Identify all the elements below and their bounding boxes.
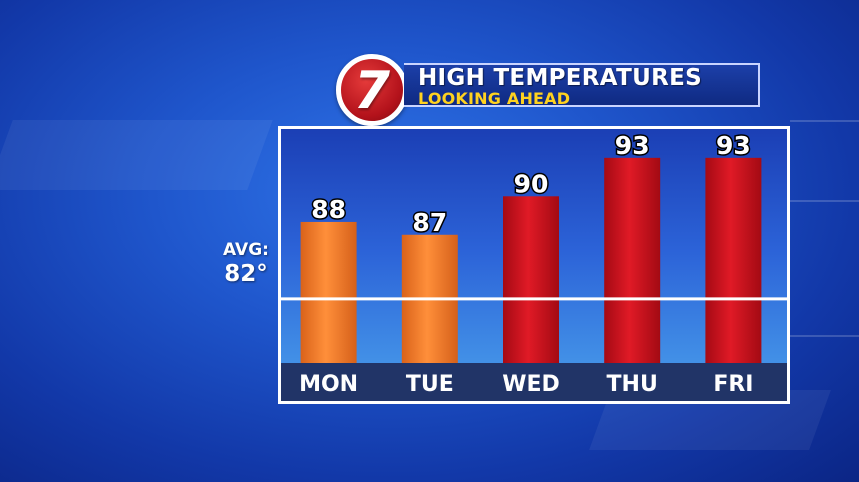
average-label-text: AVG: [223, 240, 269, 260]
day-label-strip [281, 363, 787, 401]
category-label-tue: TUE [406, 372, 454, 397]
value-label-thu: 93 [615, 131, 650, 160]
average-value: 82° [224, 261, 268, 287]
background-streak [0, 120, 273, 190]
bar-fri [705, 157, 762, 363]
value-label-fri: 93 [716, 131, 751, 160]
category-label-wed: WED [502, 372, 560, 397]
chart-title: HIGH TEMPERATURES [418, 65, 702, 91]
chart-frame: 88 MON 87 TUE 90 WED 93 THU 93 FRI [278, 126, 790, 404]
background-line [790, 335, 859, 337]
value-label-wed: 90 [514, 169, 549, 198]
logo-number: 7 [353, 61, 391, 121]
value-label-mon: 88 [311, 195, 346, 224]
value-label-tue: 87 [412, 208, 447, 237]
bar-chart: 88 MON 87 TUE 90 WED 93 THU 93 FRI [281, 129, 787, 397]
title-bar: HIGH TEMPERATURES LOOKING AHEAD [404, 63, 760, 108]
background-line [790, 120, 859, 122]
category-label-fri: FRI [713, 372, 753, 397]
average-label: AVG: 82° [214, 238, 278, 286]
background-line [790, 200, 859, 202]
category-label-thu: THU [607, 372, 658, 397]
bar-wed [503, 196, 559, 363]
category-label-mon: MON [299, 372, 358, 397]
bar-mon [300, 221, 357, 363]
channel-logo: 7 [336, 54, 408, 126]
bar-thu [604, 157, 661, 363]
chart-subtitle: LOOKING AHEAD [418, 89, 571, 108]
